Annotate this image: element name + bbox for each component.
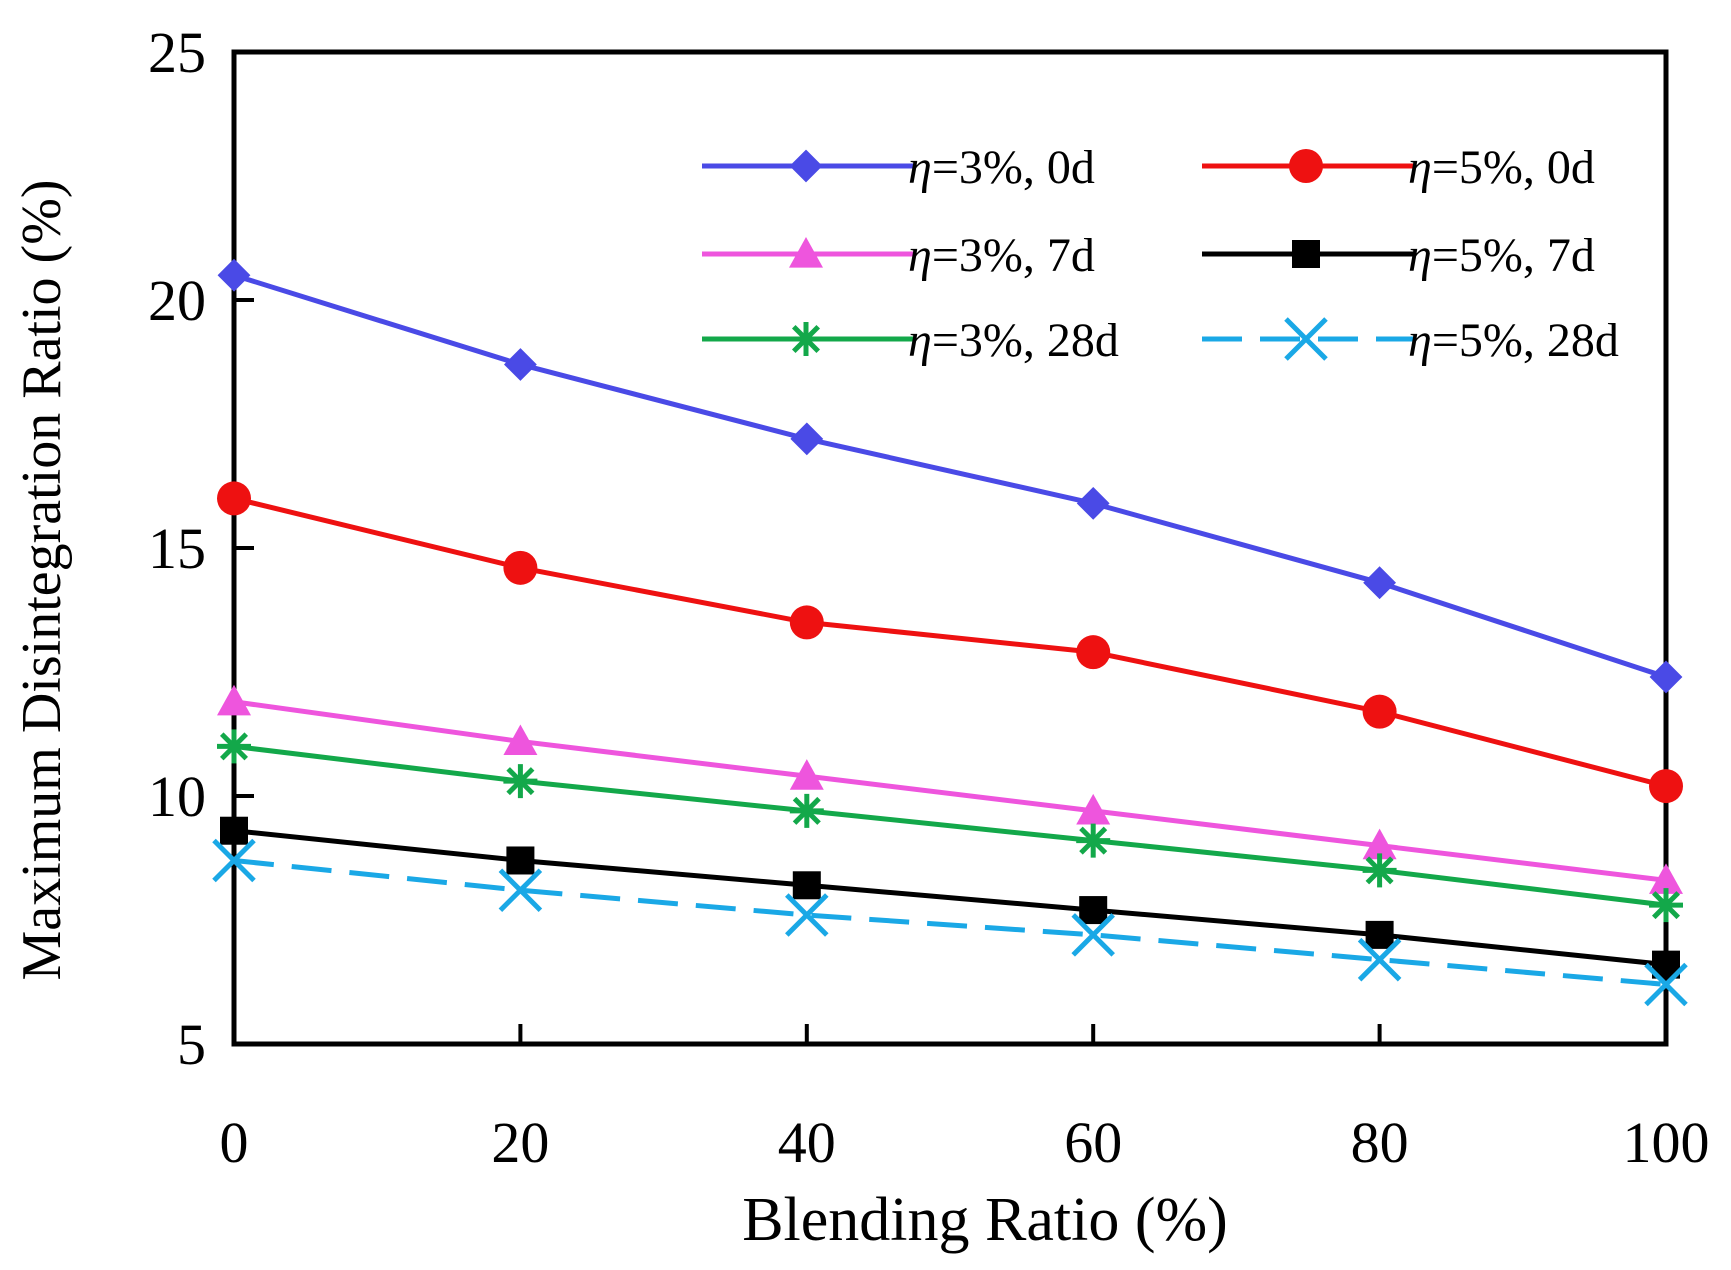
x-tick-label: 40 [778, 1110, 836, 1175]
series-6 [212, 838, 1688, 1007]
series-3 [217, 684, 1683, 894]
y-tick-label: 25 [148, 20, 206, 85]
data-point [217, 481, 251, 516]
legend-label: η=3%, 28d [908, 314, 1119, 367]
y-tick-label: 20 [148, 268, 206, 333]
data-point [1071, 913, 1115, 957]
data-point [1076, 486, 1110, 520]
data-point [503, 550, 538, 585]
data-point [217, 729, 251, 764]
data-point [498, 868, 543, 913]
data-point [217, 258, 251, 292]
series-line [233, 272, 1667, 680]
x-axis-label: Blending Ratio (%) [742, 1186, 1228, 1254]
series-line [233, 857, 1667, 987]
legend-label: η=3%, 0d [908, 141, 1095, 194]
data-point [220, 816, 248, 845]
data-point [1649, 769, 1683, 804]
data-point [1357, 937, 1402, 982]
series-line [233, 699, 1667, 883]
series-2 [217, 481, 1683, 804]
legend-item-2: η=5%, 0d [1202, 141, 1595, 194]
data-point [506, 846, 535, 875]
data-point [1649, 863, 1683, 894]
data-point [1362, 853, 1397, 888]
x-tick-label: 20 [491, 1110, 549, 1175]
data-point [1644, 962, 1688, 1007]
data-point [1649, 660, 1683, 694]
series-line [233, 828, 1667, 968]
legend-label: η=5%, 0d [1408, 141, 1595, 194]
x-tick-label: 100 [1623, 1110, 1710, 1175]
y-tick-label: 15 [148, 516, 206, 581]
series-4 [220, 816, 1680, 979]
data-point [1079, 896, 1108, 925]
data-point [1363, 566, 1397, 600]
legend: η=3%, 0d η=5%, 0d η=3%, 7d η=5%, 7d η=3%, 28… [702, 141, 1619, 367]
axis-ticks: 5 10 15 20 25 0 20 40 60 80 100 [148, 20, 1710, 1175]
data-point [217, 684, 251, 716]
legend-marker [1292, 240, 1320, 268]
x-tick-label: 80 [1351, 1110, 1409, 1175]
legend-marker [789, 322, 823, 356]
series-group [212, 258, 1688, 1007]
legend-label: η=5%, 7d [1408, 229, 1595, 282]
data-point [1365, 920, 1394, 949]
legend-marker [1284, 317, 1328, 361]
data-point [789, 793, 824, 828]
data-point [792, 871, 821, 900]
data-point [1076, 793, 1111, 825]
series-5 [217, 729, 1683, 923]
data-point [789, 759, 824, 790]
legend-label: η=5%, 28d [1408, 314, 1619, 367]
legend-item-1: η=3%, 0d [702, 141, 1095, 194]
data-point [212, 838, 256, 883]
series-line [233, 495, 1667, 789]
data-point [790, 422, 824, 456]
legend-item-6: η=5%, 28d [1202, 314, 1619, 367]
data-point [503, 348, 537, 381]
data-point [503, 764, 538, 799]
legend-label: η=3%, 7d [908, 229, 1095, 282]
y-axis-label: Maximum Disintegration Ratio (%) [11, 180, 73, 981]
x-tick-label: 60 [1064, 1110, 1122, 1175]
data-point [1649, 888, 1683, 923]
data-point [1076, 823, 1111, 858]
data-point [1076, 635, 1111, 670]
data-point [1362, 828, 1397, 860]
y-tick-label: 10 [148, 764, 206, 829]
legend-marker [1289, 149, 1323, 183]
legend-marker [789, 237, 823, 268]
legend-item-4: η=5%, 7d [1202, 229, 1595, 282]
data-point [785, 893, 829, 937]
data-point [1362, 694, 1397, 729]
legend-item-5: η=3%, 28d [702, 314, 1119, 367]
y-tick-label: 5 [177, 1012, 206, 1077]
data-point [789, 605, 824, 640]
legend-marker [789, 149, 823, 183]
series-1 [217, 258, 1683, 694]
data-point [503, 724, 538, 756]
x-tick-label: 0 [220, 1110, 249, 1175]
legend-item-3: η=3%, 7d [702, 229, 1095, 282]
series-line [233, 743, 1667, 908]
